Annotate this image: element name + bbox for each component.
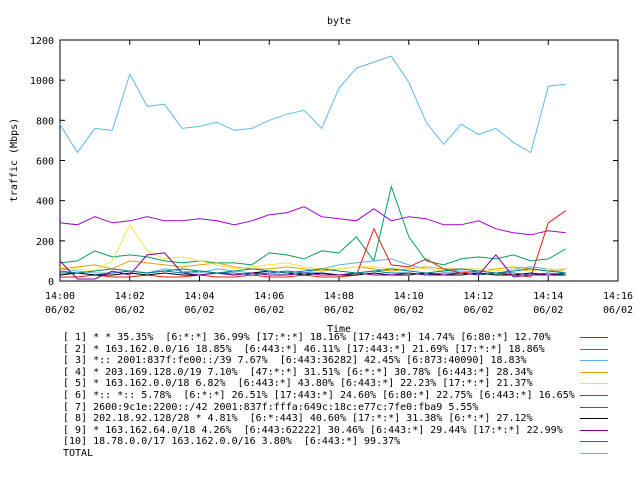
series-line-1 xyxy=(59,206,566,236)
legend: [ 1] * * 35.35% [6:*:*] 36.99% [17:*:*] … xyxy=(0,332,640,460)
legend-item: [ 7] 2600:9c1e:2200::/42 2001:837f:fffa:… xyxy=(0,402,640,414)
x-tick-time-label: 14:10 xyxy=(394,291,424,302)
legend-label: [ 1] * * 35.35% [6:*:*] 36.99% [17:*:*] … xyxy=(63,332,551,343)
y-tick-label: 0 xyxy=(48,277,54,288)
x-axis-label: Time xyxy=(327,324,351,332)
legend-label: [ 5] * 163.162.0.0/18 6.82% [6:443:*] 43… xyxy=(63,378,533,390)
legend-item: [10] 18.78.0.0/17 163.162.0.0/16 3.80% [… xyxy=(0,436,640,448)
series-lines xyxy=(59,55,566,280)
legend-label: TOTAL xyxy=(63,447,94,459)
series-line-9 xyxy=(59,252,566,280)
y-axis-label: traffic (Mbps) xyxy=(9,118,20,202)
chart-title: byte xyxy=(327,16,351,27)
series-line-7 xyxy=(60,210,566,278)
x-tick-time-label: 14:04 xyxy=(184,291,214,302)
x-tick-time-label: 14:16 xyxy=(603,291,633,302)
legend-item: [ 8] 202.18.92.128/28 * 4.81% [6:*:443] … xyxy=(0,413,640,425)
series-line-5 xyxy=(59,223,566,272)
x-tick-date-label: 06/02 xyxy=(184,305,214,316)
legend-item: [ 5] * 163.162.0.0/18 6.82% [6:443:*] 43… xyxy=(0,378,640,390)
y-tick-label: 200 xyxy=(36,237,54,248)
legend-label: [ 6] *:: *:: 5.78% [6:*:*] 26.51% [17:44… xyxy=(63,389,575,401)
x-tick-date-label: 06/02 xyxy=(533,305,563,316)
series-line-2 xyxy=(59,184,566,266)
legend-swatch xyxy=(580,406,608,408)
legend-item: [ 1] * * 35.35% [6:*:*] 36.99% [17:*:*] … xyxy=(0,332,640,344)
legend-label: [ 4] * 203.169.128.0/19 7.10% [47:*:*] 3… xyxy=(63,366,533,378)
y-tick-label: 800 xyxy=(36,116,54,127)
legend-swatch xyxy=(580,337,608,338)
legend-label: [ 2] * 163.162.0.0/16 18.85% [6:443:*] 4… xyxy=(63,343,545,355)
x-tick-time-label: 14:06 xyxy=(254,291,284,302)
legend-swatch xyxy=(580,452,608,454)
x-tick-date-label: 06/02 xyxy=(394,305,424,316)
x-tick-date-label: 06/02 xyxy=(603,305,633,316)
y-tick-label: 600 xyxy=(36,157,54,168)
legend-label: [ 8] 202.18.92.128/28 * 4.81% [6:*:443] … xyxy=(63,413,533,425)
legend-item: [ 2] * 163.162.0.0/16 18.85% [6:443:*] 4… xyxy=(0,344,640,356)
legend-swatch xyxy=(580,394,608,396)
legend-swatch xyxy=(580,371,608,373)
legend-label: [ 7] 2600:9c1e:2200::/42 2001:837f:fffa:… xyxy=(63,401,479,413)
x-tick-time-label: 14:08 xyxy=(324,291,354,302)
legend-swatch xyxy=(580,360,608,362)
y-axis: 0 200 400 600 800 1000 1200 xyxy=(30,36,618,288)
y-tick-label: 1200 xyxy=(30,36,54,47)
x-tick-date-label: 06/02 xyxy=(254,305,284,316)
x-axis: 14:00 06/02 14:02 06/02 14:04 06/02 14:06 06/02… xyxy=(45,40,633,316)
legend-swatch xyxy=(580,418,608,420)
x-tick-time-label: 14:00 xyxy=(45,291,75,302)
legend-item: [ 6] *:: *:: 5.78% [6:*:*] 26.51% [17:44… xyxy=(0,390,640,402)
legend-item: [ 3] *:: 2001:837f:fe00::/39 7.67% [6:44… xyxy=(0,355,640,367)
legend-item: [ 4] * 203.169.128.0/19 7.10% [47:*:*] 3… xyxy=(0,367,640,379)
legend-label: [10] 18.78.0.0/17 163.162.0.0/16 3.80% [… xyxy=(63,436,401,448)
legend-item: TOTAL xyxy=(0,448,640,460)
x-tick-date-label: 06/02 xyxy=(115,305,145,316)
x-tick-date-label: 06/02 xyxy=(45,305,75,316)
legend-item: [ 9] * 163.162.64.0/18 4.26% [6:443:6222… xyxy=(0,425,640,437)
legend-label: [ 9] * 163.162.64.0/18 4.26% [6:443:6222… xyxy=(63,424,563,436)
series-line-10 xyxy=(59,268,566,274)
y-tick-label: 1000 xyxy=(30,76,54,87)
x-tick-time-label: 14:02 xyxy=(115,291,145,302)
legend-swatch xyxy=(580,383,608,385)
legend-label: [ 3] *:: 2001:837f:fe00::/39 7.67% [6:44… xyxy=(63,355,527,367)
legend-swatch xyxy=(580,348,608,350)
x-tick-time-label: 14:14 xyxy=(533,291,563,302)
y-tick-label: 400 xyxy=(36,197,54,208)
traffic-chart: byte traffic (Mbps) Time 0 200 400 600 800 10… xyxy=(9,16,633,332)
series-line-11 xyxy=(59,55,566,154)
legend-swatch xyxy=(580,429,608,431)
x-tick-date-label: 06/02 xyxy=(463,305,493,316)
x-tick-date-label: 06/02 xyxy=(324,305,354,316)
x-tick-time-label: 14:12 xyxy=(463,291,493,302)
legend-swatch xyxy=(580,441,608,443)
